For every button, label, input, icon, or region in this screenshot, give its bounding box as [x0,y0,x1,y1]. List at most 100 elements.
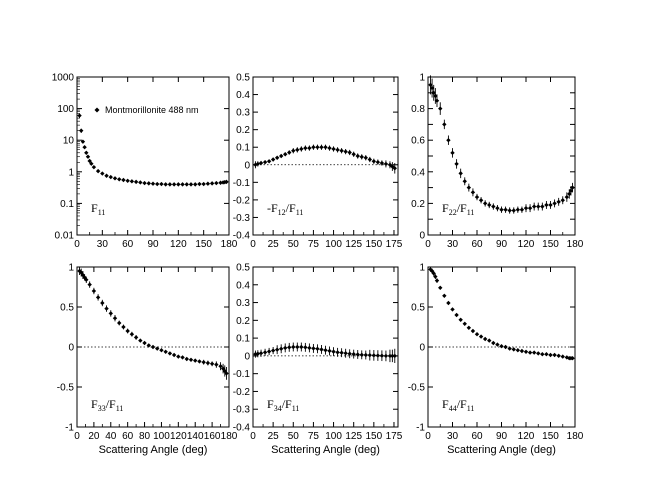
y-tick-label: -0.1 [233,369,251,380]
x-tick-label: 150 [542,431,559,442]
x-tick-label: 30 [447,431,459,442]
data-point [359,154,364,160]
y-tick-label: 0 [244,160,250,171]
y-tick-label: 0.2 [411,199,425,210]
x-tick-label: 150 [365,239,382,250]
data-point [487,202,492,208]
panel-f33: 0 20 40 60 80 100 120 140 160 180 -1 -0.5 0 0.5 1 F33/F… [57,263,238,457]
data-series-f22 [428,75,575,214]
x-tick-label: 0 [74,431,80,442]
x-tick-label: 0 [425,239,431,250]
data-point [487,338,492,343]
data-point [327,145,332,151]
data-point [379,353,385,358]
y-tick-label: -0.5 [57,383,75,394]
data-series-f44 [428,267,575,361]
data-point [201,360,206,365]
x-tick-label: 180 [221,239,238,250]
data-point [335,350,340,355]
data-point [270,157,276,162]
data-point [568,188,574,193]
data-point [142,340,147,346]
data-point [287,150,292,155]
y-tick-label: 0.3 [236,298,250,309]
data-point [104,173,109,178]
data-point [79,128,84,133]
data-point [218,180,223,185]
x-tick-label: 60 [122,239,134,250]
data-point [129,179,135,184]
y-tick-label: -0.3 [233,213,251,224]
data-point [511,208,516,213]
data-point [159,348,164,353]
data-point [491,340,496,346]
data-point [176,182,181,187]
x-tick-label: 120 [518,239,535,250]
data-point [104,306,109,311]
data-point [540,204,545,209]
data-point [552,352,557,358]
y-tick-label: -1 [416,423,425,434]
data-point [266,349,272,354]
data-point [428,82,433,88]
data-point [255,161,261,167]
data-point [511,347,516,352]
y-tick-label: 0.3 [236,108,250,119]
data-point [556,199,561,205]
data-point [527,205,533,211]
data-point [287,345,292,350]
data-point [355,153,360,159]
data-point [295,344,300,350]
data-point [375,353,381,358]
data-point [327,348,332,354]
data-point [570,356,575,361]
x-tick-label: 25 [268,239,280,250]
data-point [201,181,206,187]
x-tick-label: 150 [542,239,559,250]
data-point [474,194,480,200]
data-point [214,180,219,186]
data-point [519,207,525,212]
panel-f44: 0 30 60 90 120 150 180 -1 -0.5 0 0.5 1 F44/F11 Scatte… [408,263,584,457]
data-point [531,350,537,355]
y-tick-label: 1 [419,263,425,274]
data-point [429,85,435,91]
data-point [383,161,389,167]
data-point [125,328,130,334]
data-point [163,182,168,187]
data-point [258,351,264,356]
data-point [536,204,541,209]
data-point [499,344,504,349]
x-tick-label: 175 [386,239,403,250]
x-tick-label: 60 [122,431,134,442]
data-point [507,208,512,213]
data-point [87,158,92,164]
data-point [462,321,467,326]
data-point [564,194,570,200]
y-tick-label: 0.1 [236,143,250,154]
y-tick-label: 1000 [52,73,75,84]
data-point [540,352,545,357]
data-point [454,161,459,167]
panel-label: F11 [91,201,105,217]
data-point [91,164,97,170]
data-point [80,139,86,144]
data-point [146,343,151,348]
data-point [390,353,395,359]
data-point [499,207,504,212]
data-point [343,149,348,154]
data-point [89,161,94,166]
y-tick-label: -0.4 [233,231,251,242]
data-point [197,359,202,364]
data-point [351,351,356,357]
data-point [108,311,113,316]
data-point [142,180,147,186]
data-point [523,205,529,211]
y-tick-label: -1 [65,423,74,434]
data-point [100,171,105,176]
y-tick-label: 0 [419,231,425,242]
x-tick-label: 120 [170,431,187,442]
y-tick-label: 0 [244,351,250,362]
